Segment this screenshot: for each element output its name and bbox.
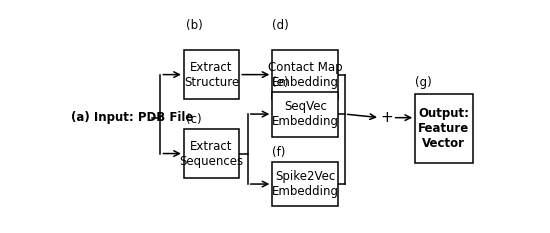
Text: Spike2Vec
Embedding: Spike2Vec Embedding: [272, 170, 339, 198]
Text: Extract
Sequences: Extract Sequences: [179, 140, 244, 168]
Text: +: +: [380, 110, 393, 125]
Text: (d): (d): [272, 19, 289, 32]
Text: (f): (f): [272, 146, 286, 159]
FancyBboxPatch shape: [272, 50, 338, 99]
FancyBboxPatch shape: [415, 94, 472, 163]
Text: (a) Input: PDB File: (a) Input: PDB File: [71, 111, 193, 124]
Text: (e): (e): [272, 76, 289, 89]
Text: Output:
Feature
Vector: Output: Feature Vector: [418, 107, 470, 150]
Text: (c): (c): [186, 113, 202, 126]
Text: (g): (g): [415, 76, 432, 89]
FancyBboxPatch shape: [184, 50, 239, 99]
FancyBboxPatch shape: [272, 162, 338, 206]
Text: SeqVec
Embedding: SeqVec Embedding: [272, 100, 339, 128]
Text: (b): (b): [186, 19, 203, 32]
FancyBboxPatch shape: [272, 92, 338, 137]
FancyBboxPatch shape: [184, 129, 239, 178]
Text: Extract
Structure: Extract Structure: [184, 61, 239, 89]
Text: Contact Map
Embedding: Contact Map Embedding: [268, 61, 343, 89]
